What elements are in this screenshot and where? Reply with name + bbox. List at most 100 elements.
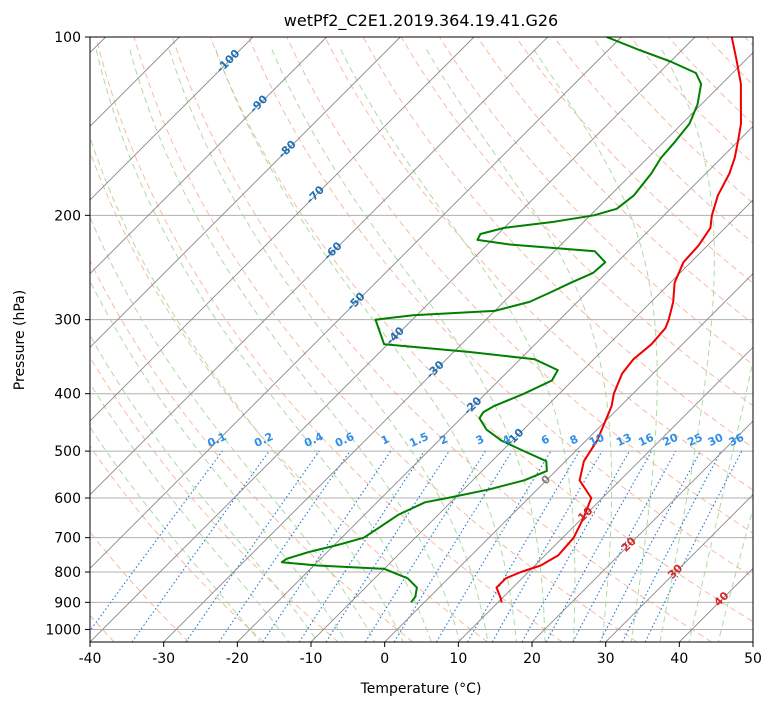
mixing-ratio-label: 25 [685, 431, 704, 449]
skewed-isotherm-line [90, 37, 254, 201]
moist-adiabat-line [271, 49, 546, 642]
moist-adiabat-line [90, 135, 404, 642]
moist-adiabat-line [90, 279, 347, 642]
dry-adiabat-line [400, 37, 753, 407]
dry-adiabat-line [324, 37, 753, 491]
isotherm-label: 40 [711, 589, 731, 609]
y-tick-label: 300 [54, 313, 81, 329]
y-tick-label: 600 [54, 491, 81, 507]
skewed-isotherm-line [458, 346, 753, 642]
sounding-series [280, 37, 742, 603]
mixing-ratio-line [467, 450, 580, 642]
x-tick-label: 0 [380, 651, 389, 667]
x-tick-label: -10 [300, 651, 323, 667]
moist-adiabat-line [95, 49, 432, 642]
y-tick-label: 800 [54, 565, 81, 581]
x-tick-label: 20 [523, 651, 541, 667]
mixing-ratio-line [599, 450, 701, 642]
mixing-ratio-line [364, 450, 486, 642]
mixing-ratio-line [393, 450, 513, 642]
y-tick-label: 200 [54, 208, 81, 224]
dry-adiabat-line [515, 37, 753, 284]
mixing-ratio-label: 10 [587, 431, 607, 449]
x-axis-label: Temperature (°C) [360, 681, 482, 697]
skewed-isotherm-line [90, 37, 696, 642]
y-tick-label: 500 [54, 444, 81, 460]
isotherm-label: -50 [344, 290, 367, 313]
dry-adiabat-line [171, 37, 712, 642]
mixing-ratio-label: 36 [727, 431, 747, 449]
dry-adiabat-line [95, 37, 563, 642]
moist-adiabat-line [659, 49, 715, 642]
isotherm-label: 30 [665, 561, 685, 581]
moist-adiabat-line [425, 49, 613, 642]
mixing-ratio-line [298, 450, 425, 642]
temperature-profile-line [495, 37, 742, 603]
dry-adiabat-line [553, 37, 753, 244]
y-axis-label: Pressure (hPa) [12, 290, 28, 390]
dry-adiabat-line [362, 37, 753, 449]
mixing-ratio-line [185, 450, 320, 642]
chart-title: wetPf2_C2E1.2019.364.19.41.G26 [284, 11, 558, 31]
dry-adiabat-line [248, 37, 753, 578]
dry-adiabat-line [705, 37, 753, 86]
skewed-isotherm-line [163, 52, 753, 642]
dry-adiabat-line [765, 0, 775, 642]
mixing-ratio-label: 0.4 [302, 430, 325, 450]
x-tick-label: 30 [597, 651, 615, 667]
skewed-isotherm-line [90, 37, 401, 348]
mixing-ratio-line [325, 450, 450, 642]
mixing-ratio-line [491, 450, 603, 642]
mixing-ratio-label: 30 [706, 431, 726, 449]
skewed-isotherm-line [90, 37, 548, 496]
x-tick-label: 50 [744, 651, 762, 667]
x-axis: -40 -30 -20 -10 0 10 20 30 40 50 [79, 642, 762, 667]
background-lines [90, 0, 775, 642]
mixing-ratio-line [572, 450, 677, 642]
moist-adiabat-line [340, 49, 576, 642]
moist-adiabat-line [90, 382, 290, 642]
skewed-isotherm-line [90, 37, 327, 275]
mixing-ratio-label: 0.6 [333, 430, 356, 450]
y-tick-label: 700 [54, 531, 81, 547]
moist-adiabat-line [717, 506, 753, 642]
skewed-isotherm-line [90, 37, 475, 422]
y-tick-label: 400 [54, 387, 81, 403]
y-tick-label: 100 [54, 30, 81, 46]
x-tick-label: -30 [152, 651, 175, 667]
isotherm-label: -80 [276, 138, 299, 161]
isotherm-label: 10 [575, 504, 595, 524]
isotherm-label: -100 [214, 47, 243, 76]
isotherm-label: -90 [247, 92, 270, 115]
dry-adiabat-line [629, 37, 753, 165]
mixing-ratio-label: 1.5 [407, 430, 430, 450]
plot-frame [89, 36, 754, 643]
skewed-isotherm-line [752, 641, 753, 642]
skewed-isotherm-line [90, 37, 622, 569]
moist-adiabat-line [688, 358, 753, 642]
dry-adiabat-line [133, 37, 638, 642]
moist-adiabat-line [168, 49, 489, 642]
mixing-ratio-label: 6 [539, 432, 552, 447]
skewed-isotherm-line [384, 273, 753, 642]
dry-adiabat-line [438, 37, 753, 365]
dry-adiabat-line [90, 356, 339, 642]
skewed-isotherm-line [310, 199, 753, 642]
isotherm-label: -30 [424, 358, 447, 381]
y-axis: 100 200 300 400 500 600 700 800 900 1000 [45, 30, 90, 638]
dry-adiabat-line [90, 150, 488, 642]
mixing-ratio-label: 20 [661, 431, 681, 449]
x-tick-label: 40 [670, 651, 688, 667]
x-tick-label: -40 [79, 651, 102, 667]
dry-adiabat-line [286, 37, 753, 534]
dry-adiabat-line [90, 445, 264, 642]
y-tick-label: 1000 [45, 622, 81, 638]
mixing-ratio-line [218, 450, 351, 642]
moist-adiabat-line [90, 215, 376, 642]
mixing-ratio-line [262, 450, 392, 642]
mixing-ratio-line [131, 450, 270, 642]
dry-adiabat-line [729, 0, 775, 642]
mixing-ratio-label: 0.2 [252, 430, 275, 450]
